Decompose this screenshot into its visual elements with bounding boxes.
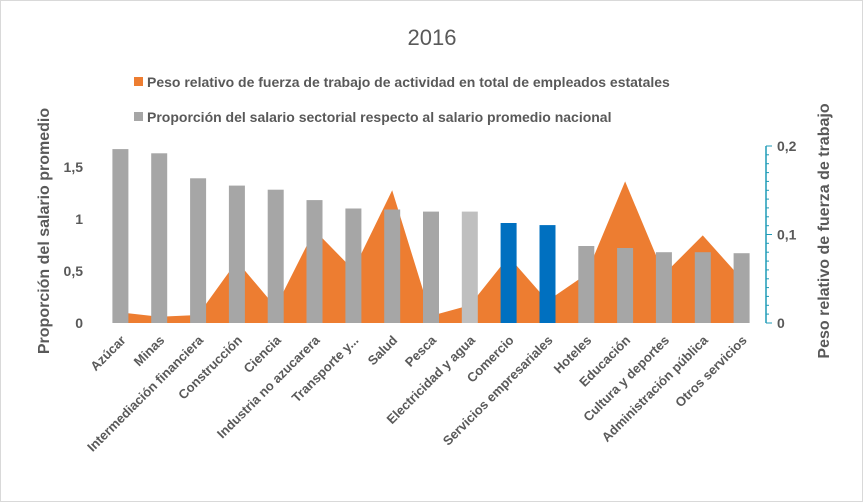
chart-title: 2016 — [408, 25, 457, 50]
plot-area — [112, 149, 750, 323]
bar-11 — [539, 225, 556, 323]
bar-10 — [500, 223, 517, 323]
bar-9 — [461, 211, 478, 323]
bar-3 — [228, 185, 245, 323]
category-label: Otros servicios — [672, 333, 750, 411]
right-axis: 0 0,1 0,2 — [765, 138, 797, 331]
bar-16 — [733, 253, 750, 323]
left-tick-label: 1,5 — [64, 159, 84, 175]
bar-12 — [578, 246, 595, 323]
category-label: Azúcar — [87, 333, 128, 374]
bar-7 — [384, 209, 401, 323]
right-tick-label: 0,2 — [777, 138, 797, 154]
bar-13 — [617, 248, 634, 323]
right-axis-title: Peso relativo de fuerza de trabajo — [816, 103, 833, 358]
category-label: Salud — [365, 332, 401, 368]
left-tick-label: 0 — [75, 315, 83, 331]
bar-1 — [151, 153, 168, 323]
left-tick-label: 1 — [75, 211, 83, 227]
legend-label-peso-relativo: Peso relativo de fuerza de trabajo de ac… — [147, 74, 670, 90]
right-tick-label: 0,1 — [777, 227, 797, 243]
category-label: Pesca — [402, 332, 440, 370]
bar-14 — [655, 252, 672, 323]
bar-8 — [423, 211, 439, 323]
bar-0 — [112, 149, 129, 323]
bar-15 — [694, 252, 711, 323]
right-tick-label: 0 — [777, 315, 785, 331]
category-label: Minas — [131, 333, 168, 370]
bar-6 — [345, 208, 362, 323]
category-label: Transporte y... — [289, 333, 362, 406]
bar-4 — [267, 189, 284, 323]
left-axis: 0 0,5 1 1,5 — [64, 159, 84, 331]
left-axis-title: Proporción del salario promedio — [36, 108, 53, 354]
legend-swatch-orange — [134, 77, 143, 86]
legend-label-proporcion-salario: Proporción del salario sectorial respect… — [147, 109, 611, 125]
left-tick-label: 0,5 — [64, 263, 84, 279]
bar-2 — [190, 178, 207, 323]
bar-5 — [306, 200, 323, 323]
legend-swatch-gray — [134, 112, 143, 121]
